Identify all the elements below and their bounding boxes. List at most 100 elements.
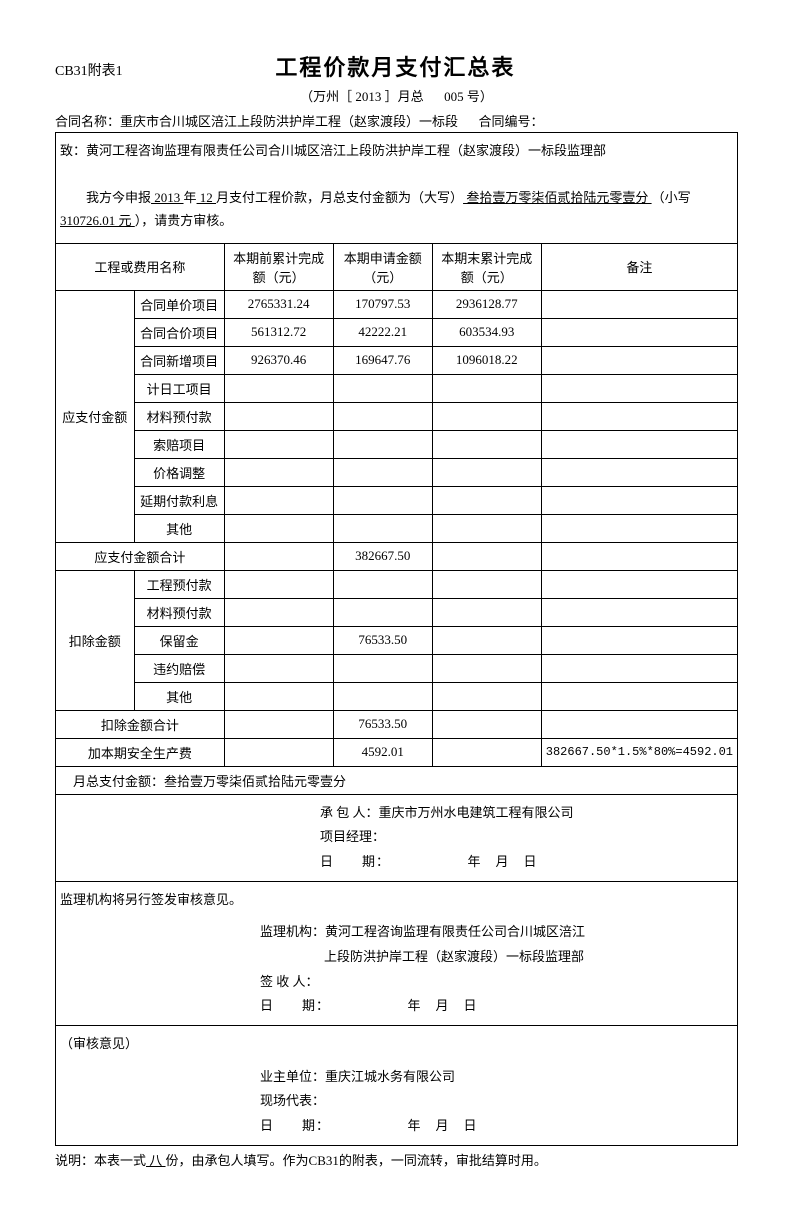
footnote: 说明：本表一式 八 份，由承包人填写。作为CB31的附表，一同流转，审批结算时用… — [55, 1150, 738, 1169]
cell-prev — [224, 654, 333, 682]
contract-line: 合同名称：重庆市合川城区涪江上段防洪护岸工程（赵家渡段）一标段 合同编号： — [55, 111, 738, 130]
table-row: 扣除金额合计 76533.50 — [56, 710, 738, 738]
cell-note — [541, 486, 737, 514]
subtitle-suffix: 号） — [467, 89, 493, 104]
intro-to: 黄河工程咨询监理有限责任公司合川城区涪江上段防洪护岸工程（赵家渡段）一标段监理部 — [86, 143, 606, 158]
supervise-date: 日 期： 年 月 日 — [260, 994, 478, 1019]
pay-group-label: 应支付金额 — [56, 290, 135, 542]
owner-head: （审核意见） — [60, 1032, 733, 1057]
cell-note — [541, 654, 737, 682]
owner-date: 日 期： 年 月 日 — [260, 1114, 478, 1139]
table-row: 价格调整 — [56, 458, 738, 486]
supervise-label: 监理机构： — [260, 920, 325, 945]
cell-end — [432, 626, 541, 654]
intro-month-suffix: 月支付工程价款，月总支付金额为（大写） — [216, 190, 463, 205]
table-row: 应支付金额 合同单价项目 2765331.24 170797.53 293612… — [56, 290, 738, 318]
cell-apply — [333, 430, 432, 458]
subtitle-no: 005 — [444, 89, 464, 104]
cell-end — [432, 654, 541, 682]
intro-year-suffix: 年 — [184, 190, 197, 205]
table-row: 加本期安全生产费 4592.01 382667.50*1.5%*80%=4592… — [56, 738, 738, 766]
deduct-total-end — [432, 710, 541, 738]
cell-note — [541, 318, 737, 346]
subtitle: （万州［ 2013 ］月总 005 号） — [55, 86, 738, 105]
contractor-label: 承 包 人： — [320, 801, 379, 826]
cell-name: 计日工项目 — [134, 374, 224, 402]
deduct-total-prev — [224, 710, 333, 738]
cell-note — [541, 374, 737, 402]
cell-apply: 169647.76 — [333, 346, 432, 374]
intro-small-suffix: ），请贵方审核。 — [135, 213, 233, 228]
cell-name: 延期付款利息 — [134, 486, 224, 514]
cell-end — [432, 598, 541, 626]
deduct-total-note — [541, 710, 737, 738]
intro-to-label: 致： — [60, 143, 86, 158]
receiver-label: 签 收 人： — [260, 970, 319, 995]
table-row: 材料预付款 — [56, 598, 738, 626]
cell-end — [432, 486, 541, 514]
table-row: 材料预付款 — [56, 402, 738, 430]
cell-prev — [224, 430, 333, 458]
rep-label: 现场代表： — [260, 1089, 325, 1114]
table-row: 其他 — [56, 514, 738, 542]
footnote-suffix: 份，由承包人填写。作为CB31的附表，一同流转，审批结算时用。 — [166, 1153, 547, 1168]
pay-total-name: 应支付金额合计 — [56, 542, 225, 570]
safety-name: 加本期安全生产费 — [56, 738, 225, 766]
cell-note — [541, 682, 737, 710]
cell-end: 2936128.77 — [432, 290, 541, 318]
footnote-prefix: 说明：本表一式 — [55, 1153, 146, 1168]
contractor-name: 重庆市万州水电建筑工程有限公司 — [379, 801, 574, 826]
cell-name: 材料预付款 — [134, 402, 224, 430]
intro-prefix: 我方今申报 — [86, 190, 151, 205]
cell-end: 603534.93 — [432, 318, 541, 346]
th-apply: 本期申请金额（元） — [333, 243, 432, 290]
cell-note — [541, 290, 737, 318]
table-row: 其他 — [56, 682, 738, 710]
cell-end — [432, 458, 541, 486]
cell-prev — [224, 486, 333, 514]
supervise-name-b: 上段防洪护岸工程（赵家渡段）一标段监理部 — [324, 945, 584, 970]
cell-apply — [333, 570, 432, 598]
safety-note: 382667.50*1.5%*80%=4592.01 — [541, 738, 737, 766]
owner-name: 重庆江城水务有限公司 — [325, 1065, 455, 1090]
footnote-copies: 八 — [146, 1153, 166, 1168]
month-total-cell: 月总支付金额：叁拾壹万零柒佰贰拾陆元零壹分 — [56, 766, 738, 794]
supervise-name: 黄河工程咨询监理有限责任公司合川城区涪江 — [325, 920, 585, 945]
cell-note — [541, 514, 737, 542]
pay-total-note — [541, 542, 737, 570]
cell-name: 工程预付款 — [134, 570, 224, 598]
th-note: 备注 — [541, 243, 737, 290]
safety-end — [432, 738, 541, 766]
table-row: 延期付款利息 — [56, 486, 738, 514]
cell-note — [541, 626, 737, 654]
cell-name: 其他 — [134, 682, 224, 710]
cell-end — [432, 374, 541, 402]
page-title: 工程价款月支付汇总表 — [275, 50, 515, 82]
cell-note — [541, 458, 737, 486]
cell-note — [541, 346, 737, 374]
cell-end — [432, 514, 541, 542]
table-row: 月总支付金额：叁拾壹万零柒佰贰拾陆元零壹分 — [56, 766, 738, 794]
intro-small-prefix: （小写 — [652, 190, 691, 205]
cell-name: 合同单价项目 — [134, 290, 224, 318]
supervise-head: 监理机构将另行签发审核意见。 — [60, 888, 733, 913]
cell-apply — [333, 682, 432, 710]
intro-cell: 致：黄河工程咨询监理有限责任公司合川城区涪江上段防洪护岸工程（赵家渡段）一标段监… — [56, 133, 738, 244]
cell-prev — [224, 682, 333, 710]
subtitle-year: 2013 — [355, 89, 381, 104]
intro-amount-num: 310726.01 元 — [60, 213, 135, 228]
deduct-total-name: 扣除金额合计 — [56, 710, 225, 738]
subtitle-prefix: （万州［ — [300, 89, 352, 104]
cell-prev — [224, 374, 333, 402]
supervise-block: 监理机构将另行签发审核意见。 监理机构：黄河工程咨询监理有限责任公司合川城区涪江… — [56, 881, 738, 1025]
table-row: 扣除金额 工程预付款 — [56, 570, 738, 598]
month-total-label: 月总支付金额： — [73, 774, 164, 789]
pm-label: 项目经理： — [320, 825, 385, 850]
intro-amount-cn: 叁拾壹万零柒佰贰拾陆元零壹分 — [463, 190, 652, 205]
cell-apply — [333, 486, 432, 514]
cell-name: 材料预付款 — [134, 598, 224, 626]
cell-apply — [333, 514, 432, 542]
cell-apply — [333, 402, 432, 430]
cell-prev — [224, 598, 333, 626]
owner-block: （审核意见） 业主单位：重庆江城水务有限公司 现场代表： 日 期： 年 月 日 — [56, 1026, 738, 1146]
